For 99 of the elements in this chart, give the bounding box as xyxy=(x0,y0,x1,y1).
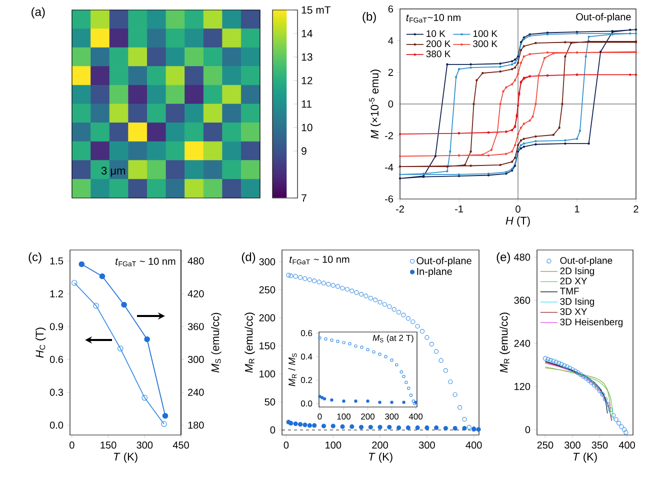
y-tick-label: 480 xyxy=(514,254,530,261)
color-bar-label: 13 xyxy=(302,53,312,61)
x-tick-label: 400 xyxy=(408,414,423,420)
x-tick-label: 150 xyxy=(100,442,116,449)
y-tick-label: 0.9 xyxy=(50,323,63,330)
legend-label: 3D XY xyxy=(560,308,588,315)
y-tick-label: 0.6 xyxy=(300,330,312,336)
y-tick-label: 300 xyxy=(259,258,276,266)
y-axis-title: M (×10$^{-5}$ emu) xyxy=(369,70,381,139)
text: (c) xyxy=(28,252,42,264)
annotation: t$_{FGaT}$ ~ 10 nm xyxy=(116,258,176,266)
legend-label: In-plane xyxy=(417,268,452,277)
y-tick-label: 0.2 xyxy=(300,377,312,384)
y-axis-title: M$_{R}$ (emu/cc) xyxy=(244,312,255,373)
y-tick-label: 0 xyxy=(525,426,530,434)
y-tick-label: 100 xyxy=(260,370,276,378)
legend-label: 10 K xyxy=(426,30,446,37)
x-axis-title: T (K) xyxy=(573,452,597,463)
y-tick-label: 0.6 xyxy=(50,356,64,364)
legend-label: 200 K xyxy=(426,40,451,48)
y2-tick-label: 360 xyxy=(188,323,204,330)
y-axis-title: M$_{R}$ / M$_{S}$ xyxy=(288,353,297,386)
y-tick-label: 240 xyxy=(514,340,530,347)
text: (e) xyxy=(496,252,510,264)
y-tick-label: 150 xyxy=(260,342,276,350)
legend-label: 2D XY xyxy=(560,278,588,284)
x-tick-label: 300 xyxy=(136,442,153,449)
legend-label: 300 K xyxy=(473,40,498,48)
x-tick-label: 0 xyxy=(70,442,74,449)
y-tick-label: 0 xyxy=(388,100,394,108)
color-bar-label: 7 xyxy=(302,194,306,202)
color-bar-label: 11 xyxy=(302,100,312,108)
text: (d) xyxy=(242,252,256,264)
legend-label: 100 K xyxy=(473,30,498,37)
y-tick-label: 200 xyxy=(259,314,276,322)
x-tick-label: 350 xyxy=(592,442,608,449)
x-tick-label: 400 xyxy=(466,442,482,449)
y-tick-label: -6 xyxy=(385,195,394,203)
legend-label: 2D Ising xyxy=(560,267,594,276)
x-tick-label: 300 xyxy=(418,442,435,449)
y-tick-label: 120 xyxy=(514,382,530,390)
x-tick-label: 450 xyxy=(172,442,189,449)
color-bar-label: 12 xyxy=(302,76,312,84)
legend-label: 3D Ising xyxy=(560,298,594,307)
y-tick-label: -4 xyxy=(385,164,394,171)
x-tick-label: 300 xyxy=(564,442,580,449)
annotation: M$_{S}$ (at 2 T) xyxy=(372,334,414,343)
color-bar-label: 15 mT xyxy=(302,6,331,14)
x-tick-label: -1 xyxy=(454,206,463,212)
x-axis-title: H (T) xyxy=(506,216,530,227)
y-tick-label: 1.5 xyxy=(50,257,64,264)
x-tick-label: 0 xyxy=(284,442,289,449)
y-axis-title: H$_{C}$ (T) xyxy=(35,328,46,358)
annotation: t$_{FGaT}$ ~ 10 nm xyxy=(290,256,350,264)
x-axis-title: T (K) xyxy=(114,452,138,463)
y-tick-label: 0.3 xyxy=(50,388,64,396)
y-tick-label: -2 xyxy=(385,132,393,140)
x-axis-title: T (K) xyxy=(368,452,392,463)
x-tick-label: 1 xyxy=(574,206,580,212)
y-tick-label: 2 xyxy=(388,68,393,76)
legend-label: 3D Heisenberg xyxy=(560,318,623,328)
y-tick-label: 0 xyxy=(270,426,276,434)
x-tick-label: -2 xyxy=(396,206,404,213)
x-tick-label: 2 xyxy=(634,206,638,213)
annotation: 3 μm xyxy=(101,166,125,177)
text: (a) xyxy=(32,7,45,18)
legend-title: t$_{FGaT}$~10 nm xyxy=(406,14,460,23)
color-bar-label: 9 xyxy=(302,147,306,155)
y-axis-title: M$_{R}$ (emu/cc) xyxy=(500,312,510,373)
color-bar-label: 14 xyxy=(302,30,312,38)
x-tick-label: 200 xyxy=(361,414,375,420)
x-tick-label: 0 xyxy=(318,414,322,420)
text: (b) xyxy=(362,12,376,24)
x-tick-label: 250 xyxy=(537,442,554,449)
y2-tick-label: 240 xyxy=(188,388,204,396)
y2-tick-label: 420 xyxy=(188,290,204,298)
legend-label: TMF xyxy=(560,288,579,294)
y-tick-label: 4 xyxy=(388,37,394,44)
legend-label: Out-of-plane xyxy=(560,256,612,266)
y-tick-label: 0.0 xyxy=(50,422,64,429)
y2-tick-label: 480 xyxy=(188,257,204,264)
y-tick-label: 250 xyxy=(259,286,276,294)
x-tick-label: 200 xyxy=(372,442,388,449)
y-tick-label: 0.4 xyxy=(300,354,312,360)
y-tick-label: 50 xyxy=(264,398,276,406)
x-tick-label: 400 xyxy=(618,442,635,449)
y-tick-label: 6 xyxy=(388,5,394,13)
y-tick-label: 0.0 xyxy=(300,400,312,406)
color-bar-label: 10 xyxy=(302,124,312,132)
annotation: Out-of-plane xyxy=(576,13,631,22)
y-tick-label: 1.2 xyxy=(50,290,63,298)
x-tick-label: 100 xyxy=(326,442,342,449)
x-tick-label: 100 xyxy=(337,414,350,420)
legend-label: Out-of-plane xyxy=(416,256,472,266)
y2-tick-label: 300 xyxy=(188,356,204,364)
y-tick-label: 360 xyxy=(514,296,530,304)
y2-axis-title: M$_{S}$ (emu/cc) xyxy=(211,312,222,372)
y2-tick-label: 180 xyxy=(188,422,204,429)
legend-label: 380 K xyxy=(426,50,451,58)
